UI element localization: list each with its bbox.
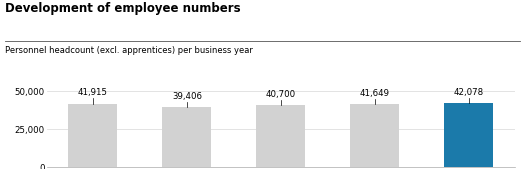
Text: 42,078: 42,078 [454,88,484,97]
Text: 39,406: 39,406 [172,92,202,101]
Text: 40,700: 40,700 [266,90,296,99]
Text: Development of employee numbers: Development of employee numbers [5,2,241,15]
Text: 41,915: 41,915 [78,89,108,98]
Bar [68,104,118,167]
Text: 41,649: 41,649 [360,89,390,98]
Bar [350,104,400,167]
Bar [162,107,212,167]
Bar [444,103,493,167]
Text: Personnel headcount (excl. apprentices) per business year: Personnel headcount (excl. apprentices) … [5,46,253,55]
Bar [256,105,306,167]
